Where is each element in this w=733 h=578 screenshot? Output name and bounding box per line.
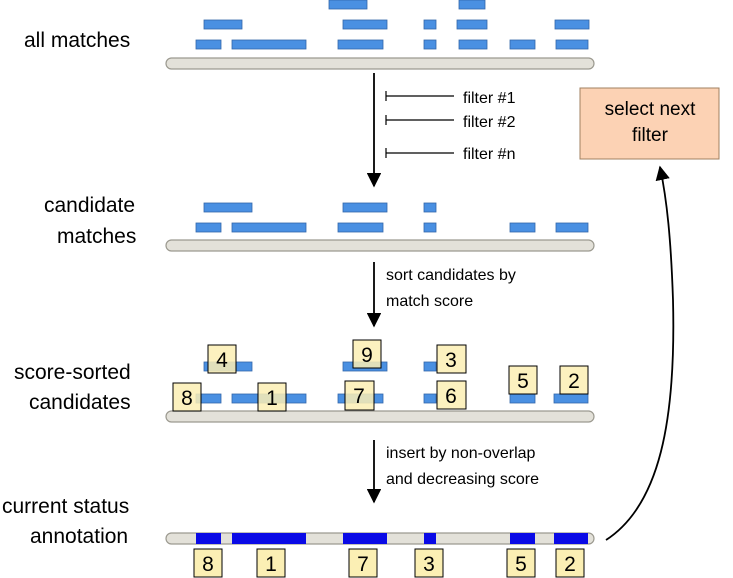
match-segment xyxy=(231,222,307,233)
filter-ticks xyxy=(385,91,454,158)
rank-number: 6 xyxy=(445,385,457,408)
match-segment xyxy=(458,39,488,50)
match-segment xyxy=(458,0,486,10)
rank-badge: 8 xyxy=(172,382,202,412)
rank-number: 1 xyxy=(265,553,277,576)
selected-segment xyxy=(232,533,306,544)
status-label-line1: current status xyxy=(2,495,129,518)
filter-n-label: filter #n xyxy=(463,146,515,163)
rank-badge: 6 xyxy=(436,380,467,410)
rank-number: 9 xyxy=(361,344,373,367)
filter-1-label: filter #1 xyxy=(463,90,516,107)
match-segment xyxy=(203,202,253,213)
rank-badge: 8 xyxy=(193,548,223,578)
rank-badge: 4 xyxy=(207,344,237,374)
rank-number: 3 xyxy=(423,553,435,576)
candidate-matches-row: candidate matches xyxy=(44,194,595,252)
match-segment xyxy=(195,39,222,50)
filter-step: filter #1 filter #2 filter #n xyxy=(366,73,516,188)
rank-badge: 3 xyxy=(414,548,444,578)
rank-number: 3 xyxy=(445,349,457,372)
rank-badge: 5 xyxy=(506,548,536,578)
rank-badge: 1 xyxy=(256,548,286,578)
selected-segment xyxy=(424,533,436,544)
match-segment xyxy=(342,19,388,30)
insert-label-line2: and decreasing score xyxy=(386,471,539,488)
status-annotation-row: current status annotation 8 1 7 xyxy=(2,495,595,578)
rank-badge: 5 xyxy=(508,365,538,395)
selected-segment xyxy=(343,533,387,544)
rank-number: 1 xyxy=(266,387,278,410)
selected-segment xyxy=(554,533,588,544)
candidate-label-line1: candidate xyxy=(44,194,135,217)
rank-badge: 2 xyxy=(555,548,585,578)
rank-number: 7 xyxy=(353,385,365,408)
next-filter-line1: select next xyxy=(605,99,697,120)
rank-number: 4 xyxy=(216,349,228,372)
selected-segment xyxy=(510,533,535,544)
match-segment xyxy=(423,222,437,233)
rank-number: 2 xyxy=(564,553,576,576)
match-segment xyxy=(456,19,488,30)
match-segment xyxy=(337,39,384,50)
sorted-rank-badges: 4 9 3 8 1 7 6 xyxy=(172,339,589,412)
match-segment xyxy=(337,222,384,233)
rank-badge: 7 xyxy=(344,380,375,411)
match-segment xyxy=(328,0,368,10)
candidate-segments xyxy=(195,202,589,233)
match-segment xyxy=(423,361,437,372)
match-segment xyxy=(509,39,536,50)
next-filter-rect xyxy=(579,87,720,160)
rank-number: 5 xyxy=(517,370,529,393)
match-segment xyxy=(423,39,437,50)
rank-number: 5 xyxy=(515,553,527,576)
filter-2-label: filter #2 xyxy=(463,114,516,131)
genome-track xyxy=(165,57,595,70)
all-matches-label: all matches xyxy=(24,29,130,52)
rank-badge: 1 xyxy=(257,382,287,412)
rank-badge: 9 xyxy=(352,339,382,369)
genome-track xyxy=(165,239,595,252)
match-segment xyxy=(509,393,536,404)
final-rank-badges: 8 1 7 3 5 2 xyxy=(193,548,585,578)
match-segment xyxy=(423,19,437,30)
status-label-line2: annotation xyxy=(30,525,128,548)
match-segment xyxy=(342,202,388,213)
genome-track xyxy=(165,410,595,423)
match-segment xyxy=(195,222,222,233)
match-segment xyxy=(553,393,589,404)
sorted-label-line2: candidates xyxy=(29,391,131,414)
candidate-label-line2: matches xyxy=(57,225,136,248)
match-segment xyxy=(554,19,590,30)
rank-badge: 7 xyxy=(348,548,378,578)
loop-arrow xyxy=(605,165,675,541)
all-matches-segments xyxy=(195,0,590,50)
rank-badge: 2 xyxy=(559,365,589,395)
match-segment xyxy=(555,222,589,233)
match-segment xyxy=(555,39,589,50)
select-next-filter-box: select next filter xyxy=(579,87,720,160)
match-segment xyxy=(509,222,536,233)
rank-number: 7 xyxy=(357,553,369,576)
match-segment xyxy=(423,393,437,404)
all-matches-row: all matches xyxy=(24,0,595,70)
match-segment xyxy=(423,202,437,213)
sort-label-line2: match score xyxy=(386,293,473,310)
rank-number: 8 xyxy=(181,387,193,410)
selected-segment xyxy=(196,533,221,544)
selected-segments xyxy=(196,533,588,544)
rank-number: 2 xyxy=(568,370,580,393)
score-sorted-row: score-sorted candidates 4 9 xyxy=(14,339,595,423)
rank-number: 8 xyxy=(202,553,214,576)
next-filter-line2: filter xyxy=(632,125,669,146)
sorted-label-line1: score-sorted xyxy=(14,361,131,384)
match-segment xyxy=(231,39,307,50)
insert-label-line1: insert by non-overlap xyxy=(386,445,536,462)
rank-badge: 3 xyxy=(436,344,467,374)
sort-label-line1: sort candidates by xyxy=(386,267,516,284)
match-segment xyxy=(203,19,243,30)
sort-step: sort candidates by match score xyxy=(366,262,516,328)
insert-step: insert by non-overlap and decreasing sco… xyxy=(366,440,539,504)
